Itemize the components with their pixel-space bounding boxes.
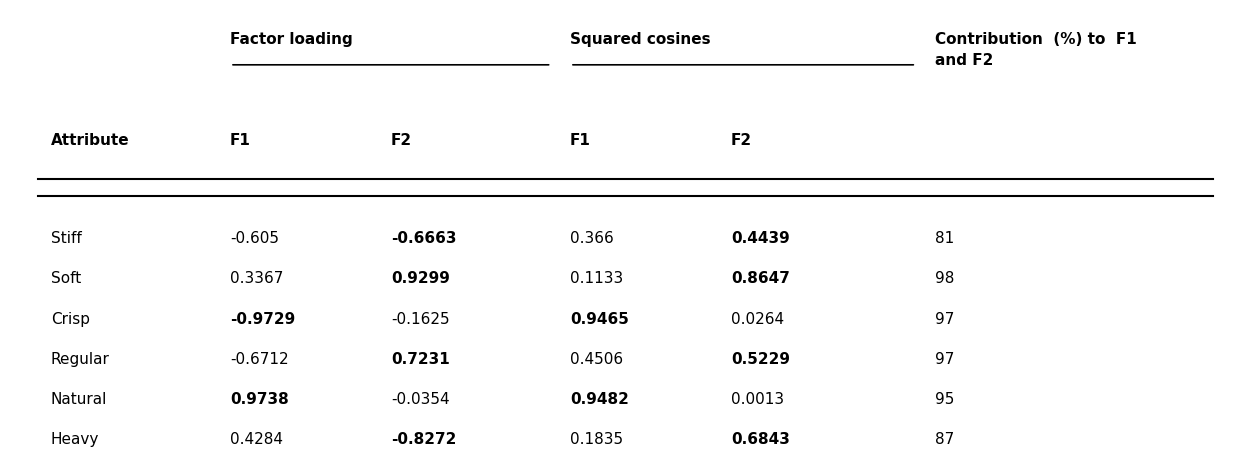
Text: 0.0013: 0.0013 [731,392,784,407]
Text: 0.1835: 0.1835 [570,432,623,447]
Text: 0.4284: 0.4284 [230,432,282,447]
Text: Factor loading: Factor loading [230,32,353,47]
Text: -0.6663: -0.6663 [390,231,456,246]
Text: Crisp: Crisp [51,311,90,327]
Text: Contribution  (%) to  F1
and F2: Contribution (%) to F1 and F2 [934,32,1136,68]
Text: Stiff: Stiff [51,231,82,246]
Text: 0.5229: 0.5229 [731,352,789,367]
Text: F2: F2 [390,133,411,148]
Text: -0.0354: -0.0354 [390,392,450,407]
Text: Soft: Soft [51,271,81,286]
Text: 98: 98 [934,271,954,286]
Text: 81: 81 [934,231,954,246]
Text: F1: F1 [570,133,591,148]
Text: 0.4439: 0.4439 [731,231,789,246]
Text: 0.6843: 0.6843 [731,432,789,447]
Text: F1: F1 [230,133,252,148]
Text: Regular: Regular [51,352,110,367]
Text: 97: 97 [934,311,954,327]
Text: 0.9482: 0.9482 [570,392,629,407]
Text: 0.4506: 0.4506 [570,352,623,367]
Text: 0.9738: 0.9738 [230,392,289,407]
Text: 0.9299: 0.9299 [390,271,450,286]
Text: -0.1625: -0.1625 [390,311,450,327]
Text: -0.6712: -0.6712 [230,352,289,367]
Text: F2: F2 [731,133,752,148]
Text: -0.8272: -0.8272 [390,432,456,447]
Text: Squared cosines: Squared cosines [570,32,711,47]
Text: 97: 97 [934,352,954,367]
Text: 0.366: 0.366 [570,231,613,246]
Text: Attribute: Attribute [51,133,129,148]
Text: -0.605: -0.605 [230,231,279,246]
Text: 87: 87 [934,432,954,447]
Text: 0.0264: 0.0264 [731,311,784,327]
Text: 0.9465: 0.9465 [570,311,629,327]
Text: 0.8647: 0.8647 [731,271,789,286]
Text: 0.3367: 0.3367 [230,271,284,286]
Text: 95: 95 [934,392,954,407]
Text: Natural: Natural [51,392,108,407]
Text: 0.7231: 0.7231 [390,352,450,367]
Text: 0.1133: 0.1133 [570,271,623,286]
Text: -0.9729: -0.9729 [230,311,295,327]
Text: Heavy: Heavy [51,432,99,447]
